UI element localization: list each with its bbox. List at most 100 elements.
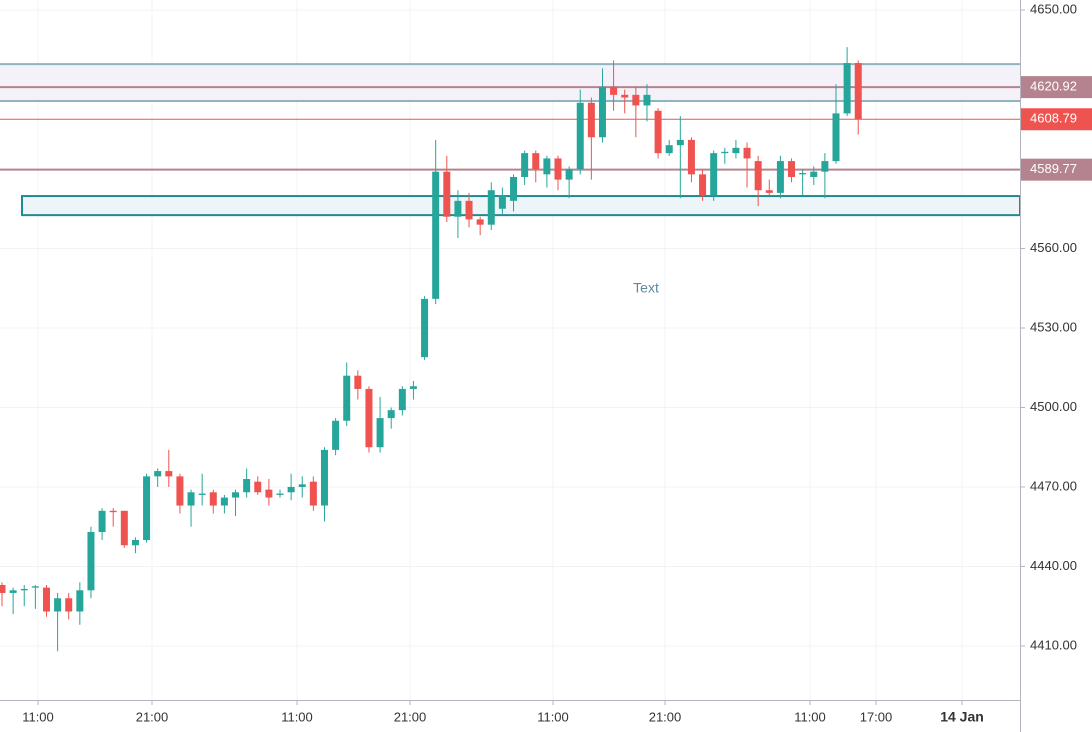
candle-body [298,484,306,487]
candle-body [320,449,328,506]
candle-body [98,510,106,533]
candle-body [676,139,684,146]
x-tick-label: 11:00 [281,709,313,724]
candle-body [510,176,518,201]
candle-body [131,539,139,546]
candle-body [487,190,495,225]
x-tick-label: 11:00 [537,709,569,724]
candle-body [476,219,484,225]
price-level-label: 4620.92 [1030,79,1077,94]
x-tick-label: 14 Jan [940,709,984,725]
annotation: Text [633,280,659,296]
candle-body [465,200,473,220]
x-tick-label: 21:00 [394,709,427,724]
candle-body [632,94,640,106]
candle-body [376,418,384,448]
candle-body [565,169,573,180]
candle-body [176,476,184,506]
candle-body [799,173,807,175]
candle-body [187,492,195,506]
candle-body [598,86,606,138]
candle-body [209,492,217,506]
y-tick-label: 4410.00 [1030,637,1077,652]
candle-body [65,598,73,612]
candle-body [332,420,340,450]
candle-body [765,190,773,193]
y-tick-label: 4440.00 [1030,558,1077,573]
candle-body [143,476,151,540]
candle-body [843,63,851,114]
x-tick-label: 21:00 [649,709,682,724]
candle-body [643,94,651,106]
time-axis-bg [0,700,1020,732]
candle-body [120,510,128,546]
y-tick-label: 4470.00 [1030,478,1077,493]
candle-body [42,587,50,612]
candle-body [287,486,295,493]
band-fill [0,64,1020,101]
candle-body [732,147,740,154]
candle-body [654,110,662,154]
candle-body [443,171,451,217]
candle-body [20,588,28,591]
candle-body [821,161,829,172]
candle-body [31,586,39,588]
candle-body [432,171,440,299]
candle-body [165,471,173,477]
candle-body [721,151,729,154]
candle-body [254,481,262,493]
y-tick-label: 4650.00 [1030,2,1077,17]
candle-body [387,410,395,419]
candle-body [76,590,84,612]
zone-rectangle [21,195,1021,217]
candle-body [754,161,762,191]
candle-body [621,94,629,98]
candle-body [521,153,529,177]
price-level-tag [1021,158,1092,181]
candle-body [854,63,862,120]
candle-body [343,375,351,421]
candle-body [810,171,818,177]
candle-body [554,158,562,180]
candle-body [699,174,707,196]
x-tick-label: 11:00 [794,709,826,724]
y-tick-label: 4560.00 [1030,240,1077,255]
candle-body [109,510,117,513]
candle-body [9,590,17,593]
x-tick-label: 11:00 [22,709,54,724]
candle-body [198,493,206,495]
candle-body [54,598,62,612]
candle-body [532,153,540,170]
candle-body [710,153,718,196]
x-tick-label: 17:00 [860,709,893,724]
candle-body [587,102,595,138]
candle-body [409,386,417,389]
candle-body [576,102,584,170]
price-level-tag [1021,108,1092,131]
candle-body [365,388,373,448]
price-level-label: 4589.77 [1030,161,1077,176]
candle-body [776,161,784,193]
candle-body [232,492,240,498]
candle-body [154,471,162,477]
candle-body [265,489,273,498]
candle-body [243,479,251,493]
candle-body [354,375,362,389]
candle-body [421,298,429,358]
candle-body [743,147,751,159]
price-level-label: 4608.79 [1030,111,1077,126]
candle-body [276,493,284,495]
candle-body [87,532,95,591]
candle-body [220,497,228,506]
candle-body [454,200,462,217]
candle-body [398,388,406,411]
candle-body [832,113,840,162]
candle-body [610,86,618,95]
candle-body [687,139,695,175]
y-tick-label: 4530.00 [1030,319,1077,334]
y-tick-label: 4500.00 [1030,399,1077,414]
candle-body [543,158,551,175]
candle-body [309,481,317,506]
price-level-tag [1021,76,1092,99]
